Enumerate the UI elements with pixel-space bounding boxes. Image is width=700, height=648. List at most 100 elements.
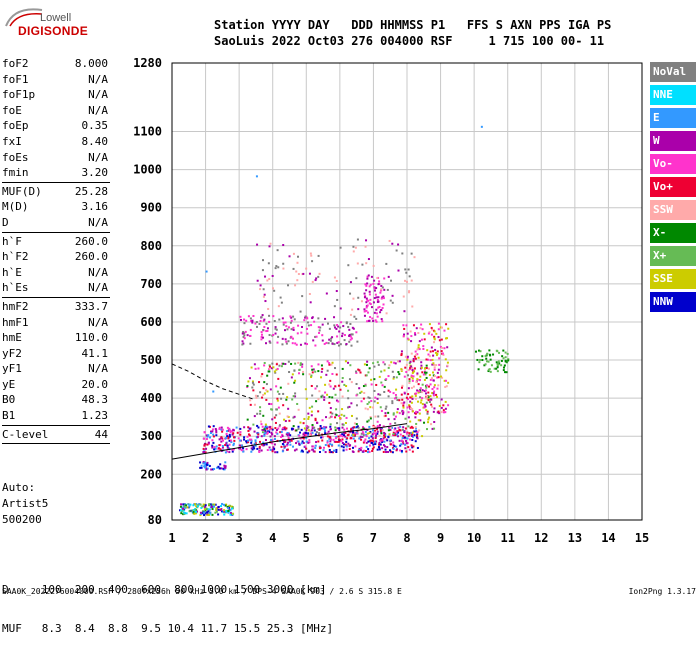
echo-point — [232, 444, 235, 447]
echo-point — [340, 439, 343, 442]
echo-point — [424, 367, 427, 370]
echo-point — [503, 371, 506, 374]
echo-point — [256, 412, 259, 415]
echo-point — [401, 428, 404, 431]
echo-point — [330, 363, 333, 366]
echo-point — [265, 342, 268, 345]
echo-point — [326, 322, 329, 325]
echo-point — [378, 375, 381, 378]
echo-point — [402, 295, 405, 298]
echo-point — [396, 408, 399, 411]
echo-point — [290, 439, 293, 442]
echo-point — [380, 370, 383, 373]
echo-point — [397, 269, 400, 272]
echo-point — [336, 440, 339, 443]
param-value: 260.0 — [74, 250, 108, 264]
echo-point — [414, 412, 417, 415]
param-value: N/A — [88, 265, 108, 279]
echo-point — [329, 428, 332, 431]
echo-point — [290, 376, 293, 379]
echo-point — [399, 449, 402, 452]
echo-point — [416, 433, 419, 436]
echo-point — [194, 512, 197, 515]
echo-point — [373, 279, 376, 282]
echo-point — [328, 437, 331, 440]
echo-point — [412, 324, 415, 327]
echo-point — [493, 367, 496, 370]
echo-point — [226, 444, 229, 447]
echo-point — [261, 259, 264, 262]
echo-point — [271, 439, 274, 442]
echo-point — [431, 388, 434, 391]
echo-point — [407, 393, 410, 396]
echo-point — [294, 362, 297, 365]
x-tick-label: 6 — [336, 531, 343, 545]
echo-point — [308, 272, 311, 275]
echo-point — [326, 393, 329, 396]
echo-point — [334, 426, 337, 429]
echo-point — [389, 422, 392, 425]
echo-point — [217, 465, 220, 468]
echo-point — [419, 390, 422, 393]
echo-point — [421, 383, 424, 386]
echo-point — [408, 432, 411, 435]
echo-point — [249, 328, 252, 331]
echo-point — [341, 377, 344, 380]
echo-point — [444, 358, 447, 361]
echo-point — [399, 429, 402, 432]
echo-point — [405, 432, 408, 435]
echo-point — [230, 439, 233, 442]
echo-point — [341, 438, 344, 441]
echo-point — [282, 392, 285, 395]
echo-point — [285, 427, 288, 430]
echo-point — [288, 419, 291, 422]
echo-point — [406, 357, 409, 360]
echo-point — [333, 305, 336, 308]
echo-point — [382, 361, 385, 364]
echo-point — [282, 362, 285, 365]
echo-point — [230, 441, 233, 444]
echo-point — [369, 316, 372, 319]
echo-point — [275, 265, 278, 268]
echo-point — [242, 330, 245, 333]
echo-point — [271, 442, 274, 445]
echo-point — [309, 301, 312, 304]
echo-point — [349, 428, 352, 431]
echo-point — [415, 422, 418, 425]
echo-point — [228, 504, 231, 507]
echo-point — [371, 433, 374, 436]
echo-point — [221, 445, 224, 448]
echo-point — [435, 393, 438, 396]
param-row: yF2 41.1 — [2, 346, 110, 362]
param-row: foEp 0.35 — [2, 118, 110, 134]
echo-point — [383, 369, 386, 372]
echo-point — [334, 326, 337, 329]
echo-point — [258, 447, 261, 450]
echo-point — [338, 440, 341, 443]
echo-point — [431, 427, 434, 430]
echo-point — [368, 451, 371, 454]
echo-point — [268, 245, 271, 248]
legend-item-nne: NNE — [650, 85, 696, 105]
echo-point — [340, 321, 343, 324]
echo-point — [400, 451, 403, 454]
echo-point — [366, 320, 369, 323]
echo-point — [388, 239, 391, 242]
y-tick-label: 500 — [140, 353, 162, 367]
echo-point — [315, 441, 318, 444]
param-label: C-level — [2, 427, 49, 441]
echo-point — [301, 450, 304, 453]
echo-point — [220, 436, 223, 439]
echo-point — [204, 451, 207, 454]
echo-point — [382, 450, 385, 453]
echo-point — [252, 314, 255, 317]
echo-point — [311, 280, 314, 283]
echo-point — [339, 326, 342, 329]
echo-point — [372, 282, 375, 285]
echo-point — [194, 508, 197, 511]
echo-point — [335, 440, 338, 443]
param-row: yF1 N/A — [2, 361, 110, 377]
echo-point — [413, 430, 416, 433]
echo-point — [347, 361, 350, 364]
echo-point — [412, 445, 415, 448]
